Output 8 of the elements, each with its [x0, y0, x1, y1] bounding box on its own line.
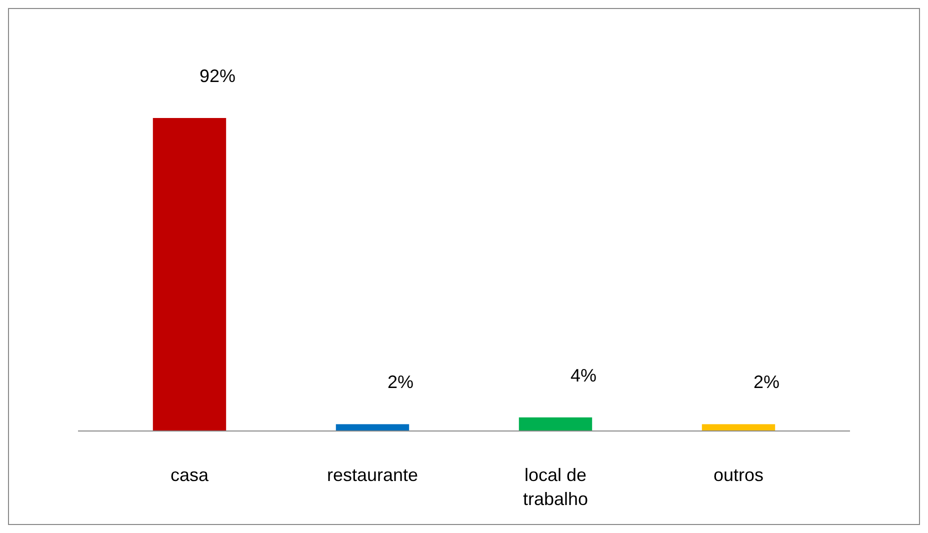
x-tick-label: local de trabalho	[522, 465, 588, 509]
data-label: 2%	[387, 372, 414, 392]
x-tick-label: outros	[713, 465, 764, 485]
data-label: 4%	[570, 365, 597, 386]
x-tick-label: restaurante	[326, 465, 418, 485]
x-tick-label: casa	[170, 465, 210, 485]
data-label: 2%	[753, 372, 780, 392]
data-label: 92%	[199, 66, 236, 86]
